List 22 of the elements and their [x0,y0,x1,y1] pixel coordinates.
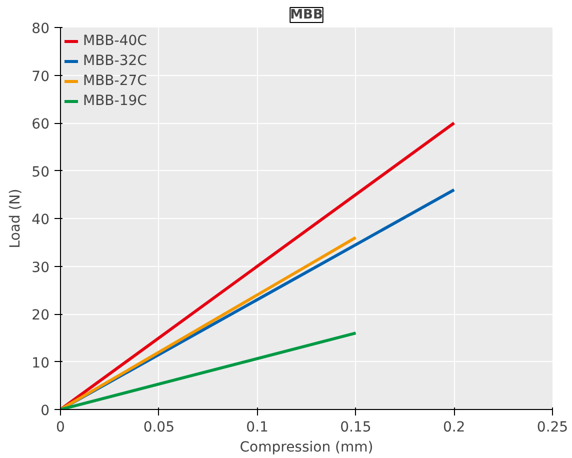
legend-label: MBB-27C [83,73,147,89]
y-tick-label: 50 [32,164,50,180]
y-tick-label: 40 [32,212,50,228]
y-tick-label: 60 [32,116,50,132]
x-tick-label: 0 [56,420,65,436]
legend-label: MBB-40C [83,33,147,49]
y-tick-label: 20 [32,308,50,324]
chart-title: MBB [290,8,323,22]
y-tick-label: 0 [40,403,50,419]
x-tick-label: 0.05 [143,420,174,436]
x-tick-label: 0.15 [340,420,372,436]
x-tick-label: 0.2 [442,420,466,436]
x-axis-title: Compression (mm) [240,440,374,456]
y-tick-label: 10 [32,355,50,372]
y-tick-label: 70 [32,68,50,85]
y-axis-title: Load (N) [8,188,24,248]
x-tick-label: 0.25 [536,420,568,436]
x-tick-label: 0.1 [246,420,268,436]
legend-label: MBB-32C [83,53,147,69]
legend-label: MBB-19C [83,93,147,109]
y-tick-label: 80 [32,21,50,37]
y-tick-label: 30 [32,260,50,276]
